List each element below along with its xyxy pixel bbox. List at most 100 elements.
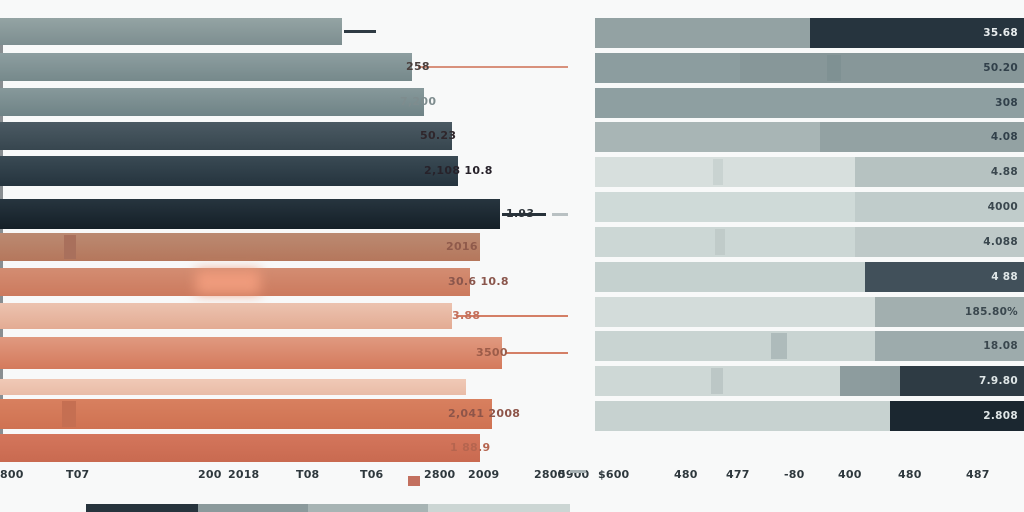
bar-segment <box>595 18 810 48</box>
x-tick-label: 200 <box>198 468 222 481</box>
right-x-axis: $600 480 477 -80 400 480 487 <box>0 468 1024 484</box>
left-x-axis: 800 T07 200 2018 T08 T06 2800 2009 2800 5900 <box>0 468 1024 484</box>
bar-value-label: 50.20 <box>983 62 1018 74</box>
strip-segment <box>86 504 198 512</box>
bar-row <box>0 53 412 81</box>
bar-value-label: 4.08 <box>990 131 1018 143</box>
bar-value-label: 1.93 <box>506 207 535 220</box>
bar-segment <box>840 366 900 396</box>
strip-segment <box>308 504 428 512</box>
bar-segment <box>865 262 1024 292</box>
bar-mark <box>715 229 725 255</box>
stacked-bar-row <box>595 262 1024 292</box>
stacked-bar-row <box>595 401 1024 431</box>
bar-mark <box>196 270 260 294</box>
reference-line <box>418 66 568 68</box>
bar-value-label: 2.808 <box>983 410 1018 422</box>
bar-row <box>0 122 452 150</box>
x-tick-label: 480 <box>674 468 698 481</box>
stacked-bar-row <box>595 366 1024 396</box>
stacked-bar-row <box>595 53 1024 83</box>
bar-value-label: 185.80% <box>964 306 1018 318</box>
bar-row <box>0 18 342 45</box>
bar-segment <box>595 227 855 257</box>
stacked-bar-row <box>595 297 1024 327</box>
bar-segment <box>595 122 820 152</box>
reference-line <box>456 315 568 317</box>
bar-mark <box>62 401 76 427</box>
reference-line <box>502 212 546 216</box>
bar-row <box>0 379 466 395</box>
bar-value-label: 50.23 <box>420 129 457 142</box>
bar-row <box>0 434 480 462</box>
bar-value-label: 30.6 10.8 <box>448 275 509 288</box>
bar-segment <box>595 297 875 327</box>
bar-row <box>0 233 480 261</box>
x-tick-label: 480 <box>898 468 922 481</box>
bar-segment <box>595 401 890 431</box>
left-bar-chart: 258 7,200 50.23 2,108 10.8 1.93 2016 30.6 10.8… <box>0 18 568 462</box>
x-tick-label: T08 <box>296 468 320 481</box>
bar-row <box>0 337 502 369</box>
bar-segment <box>595 192 855 222</box>
bar-value-label: 4.88 <box>990 166 1018 178</box>
bar-value-label: 18.08 <box>983 340 1018 352</box>
bar-row <box>0 156 458 186</box>
bar-value-label: 35.68 <box>983 27 1018 39</box>
bar-mark <box>64 235 76 259</box>
bar-value-label: 4.088 <box>983 236 1018 248</box>
bar-segment <box>740 53 1024 83</box>
bar-segment <box>855 227 1024 257</box>
bar-value-label: 1 88.9 <box>450 441 491 454</box>
bar-segment <box>820 122 1024 152</box>
bar-row <box>0 399 492 429</box>
legend-swatch <box>408 476 420 486</box>
bottom-partial-strip <box>0 504 1024 512</box>
stacked-bar-row <box>595 192 1024 222</box>
x-tick-label: 2800 <box>534 468 566 481</box>
bar-mark <box>711 368 723 394</box>
x-tick-label: T07 <box>66 468 90 481</box>
bar-segment <box>890 401 1024 431</box>
x-tick-label: -80 <box>784 468 805 481</box>
strip-segment <box>198 504 308 512</box>
bar-segment <box>810 18 1024 48</box>
x-tick-label: $600 <box>598 468 630 481</box>
x-tick-label: 2018 <box>228 468 260 481</box>
x-tick-label: 487 <box>966 468 990 481</box>
bar-mark <box>771 333 787 359</box>
bar-value-label: 2,108 10.8 <box>424 164 493 177</box>
bar-segment <box>855 157 1024 187</box>
bar-mark <box>713 159 723 185</box>
x-tick-label: T06 <box>360 468 384 481</box>
strip-segment <box>428 504 570 512</box>
stacked-bar-row <box>595 227 1024 257</box>
bar-segment <box>875 331 1024 361</box>
stacked-bar-row <box>595 88 1024 118</box>
bar-value-label: 7.9.80 <box>978 375 1018 387</box>
stacked-bar-row <box>595 122 1024 152</box>
bar-segment <box>595 53 740 83</box>
bar-segment <box>900 366 1024 396</box>
bar-segment <box>595 88 1024 118</box>
reference-line <box>552 212 568 216</box>
bar-value-label: 2016 <box>446 240 478 253</box>
bar-segment <box>595 262 865 292</box>
stacked-bar-row <box>595 18 1024 48</box>
x-tick-label: 400 <box>838 468 862 481</box>
stacked-bar-row <box>595 331 1024 361</box>
x-tick-label: 800 <box>0 468 24 481</box>
bar-value-label: 7,200 <box>400 95 437 108</box>
bar-segment <box>595 331 875 361</box>
bar-row <box>0 199 500 229</box>
axis-dash-mark <box>570 470 586 473</box>
bar-row <box>0 88 424 116</box>
right-bar-chart: 35.68 50.20 308 4.08 4.88 4000 4.088 4 88 185.80… <box>595 0 1024 512</box>
x-tick-label: 477 <box>726 468 750 481</box>
bar-value-label: 4 88 <box>991 271 1018 283</box>
bar-value-label: 3500 <box>476 346 508 359</box>
bar-value-label: 258 <box>406 60 430 73</box>
bar-value-label: 308 <box>995 97 1018 109</box>
x-tick-label: 2009 <box>468 468 500 481</box>
